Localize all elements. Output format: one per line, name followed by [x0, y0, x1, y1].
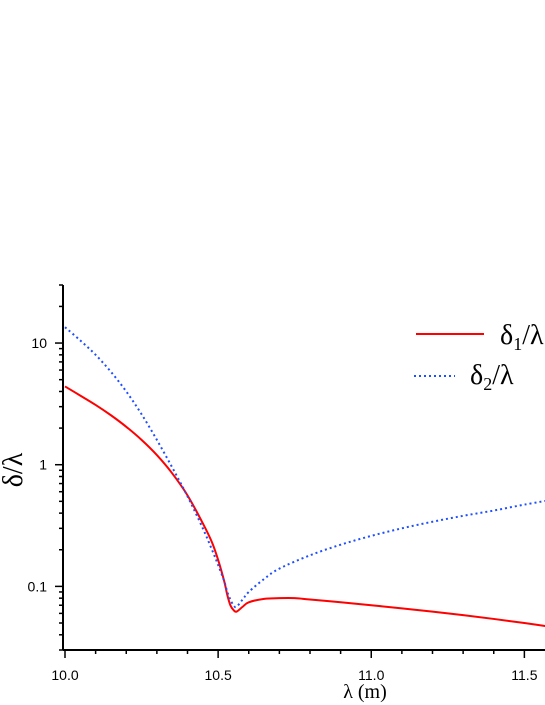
y-axis-label: δ/λ	[0, 452, 29, 487]
axes: 10.0 10.5 11.0 11.5 0.1 1 10	[28, 284, 545, 683]
y-tick-label: 10	[31, 335, 47, 351]
legend-label-delta2: δ2/λ	[470, 360, 514, 394]
series-line-delta2	[64, 326, 545, 609]
x-tick-label: 11.5	[511, 667, 537, 683]
x-axis-label: λ (m)	[343, 681, 387, 703]
x-tick-label: 11.0	[358, 667, 384, 683]
series-layer	[64, 326, 545, 627]
legend: δ1/λ δ2/λ	[414, 320, 544, 394]
series-line-delta1	[64, 385, 545, 627]
x-tick-label: 10.0	[51, 667, 78, 683]
y-tick-label: 0.1	[28, 578, 48, 594]
y-tick-label: 1	[39, 457, 47, 473]
x-tick-label: 10.5	[205, 667, 232, 683]
legend-label-delta1: δ1/λ	[500, 320, 544, 354]
